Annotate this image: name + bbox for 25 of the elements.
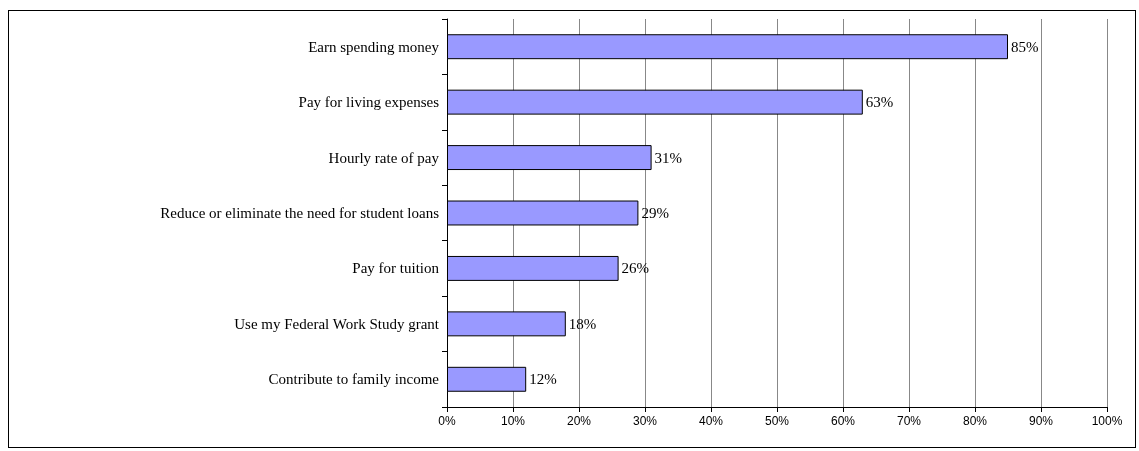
- y-tick-label: Pay for living expenses: [298, 94, 440, 111]
- x-tick-label: 0%: [438, 414, 456, 428]
- data-label: 12%: [529, 371, 557, 388]
- y-tick-label: Use my Federal Work Study grant: [234, 315, 440, 332]
- data-label: 29%: [641, 205, 669, 221]
- x-tick-label: 50%: [764, 414, 790, 428]
- x-tick-label: 10%: [500, 414, 526, 428]
- y-tick-label: Hourly rate of pay: [328, 149, 440, 166]
- x-tick-label: 90%: [1028, 414, 1054, 428]
- x-tick-label: 30%: [632, 414, 658, 428]
- y-tick-label: Reduce or eliminate the need for student loans: [160, 205, 440, 221]
- data-label: 31%: [654, 149, 683, 166]
- x-tick-label: 80%: [962, 414, 988, 428]
- data-label: 85%: [1011, 38, 1039, 55]
- x-tick-label: 70%: [896, 414, 922, 428]
- x-tick-label: 40%: [698, 414, 724, 428]
- data-label: 63%: [865, 94, 894, 111]
- y-tick-label: Pay for tuition: [352, 260, 440, 277]
- y-tick-label: Contribute to family income: [268, 371, 440, 388]
- y-tick-label: Earn spending money: [308, 38, 440, 55]
- data-label: 26%: [621, 260, 650, 277]
- x-tick-label: 100%: [1091, 414, 1123, 428]
- data-label: 18%: [568, 315, 597, 332]
- x-tick-label: 20%: [566, 414, 592, 428]
- x-tick-label: 60%: [830, 414, 856, 428]
